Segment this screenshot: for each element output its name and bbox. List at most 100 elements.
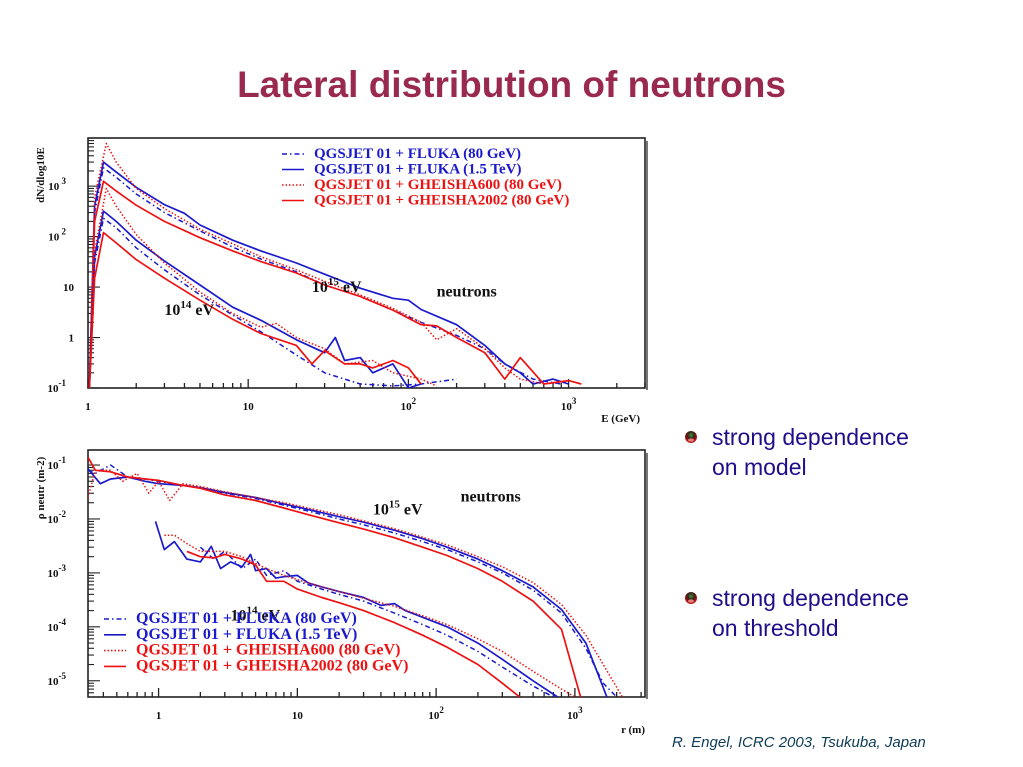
plot-annotation: 1014 eV [231, 605, 281, 625]
x-tick-label-base: 10 [567, 710, 579, 722]
x-tick-label: 1 [156, 710, 162, 722]
bullet-line: on threshold [712, 615, 839, 641]
legend-label: QGSJET 01 + GHEISHA2002 (80 GeV) [136, 657, 408, 674]
annotation-exp: 14 [247, 605, 259, 617]
bullet-text-threshold: strong dependence on threshold [712, 583, 982, 643]
series-line [88, 210, 422, 388]
annotation-text: 10 [312, 279, 328, 296]
x-tick-label: 1 [85, 401, 91, 413]
annotation-text: neutrons [461, 489, 521, 506]
y-tick-label-exp: -1 [59, 455, 67, 465]
y-tick-label-base: 10 [48, 232, 60, 244]
x-tick-label-base: 10 [401, 401, 413, 413]
x-tick-label-base: 10 [428, 710, 440, 722]
series-group [88, 142, 582, 388]
x-tick-label: 102 [428, 705, 444, 722]
bullet-ball-icon [684, 591, 698, 605]
plot-annotation: neutrons [437, 284, 497, 301]
plot-annotation: 1015 eV [373, 499, 423, 519]
y-tick-label: 10-5 [48, 671, 67, 688]
y-tick-label-exp: 2 [59, 227, 66, 237]
annotation-text: neutrons [437, 284, 497, 301]
series-line [88, 217, 457, 388]
y-tick-label: 10-2 [48, 509, 67, 526]
y-axis-label: dN/dlog10E [35, 147, 47, 203]
y-tick-label-base: 10 [48, 568, 60, 580]
x-tick-label-base: 10 [561, 401, 573, 413]
bullet-line: strong dependence [712, 585, 909, 611]
series-line [88, 167, 562, 388]
y-tick-label: 10 3 [48, 176, 66, 193]
x-tick-label: 10 [243, 401, 255, 413]
y-tick-label-exp: -5 [59, 671, 67, 681]
series-line [88, 187, 437, 388]
plot-frame [87, 137, 646, 389]
bullet-ball-icon [684, 430, 698, 444]
y-tick-label-exp: -2 [59, 509, 67, 519]
series-line [154, 521, 559, 697]
y-tick-label: 10-3 [48, 563, 67, 580]
y-tick-label: 10 [63, 282, 75, 294]
x-tick-label-exp: 2 [439, 705, 444, 715]
y-tick-label-exp: -4 [59, 617, 67, 627]
x-tick-label-base: 1 [156, 710, 162, 722]
x-tick-label: 10 [292, 710, 304, 722]
annotation-exp: 14 [180, 299, 192, 311]
legend-label: QGSJET 01 + FLUKA (80 GeV) [314, 146, 521, 162]
y-tick-label-exp: -1 [59, 378, 67, 388]
plot-annotation: 1015 eV [312, 276, 362, 296]
x-tick-label-exp: 3 [572, 396, 577, 406]
y-axis-label: ρ neutr (m-2) [35, 456, 47, 519]
x-tick-label-base: 10 [243, 401, 255, 413]
y-tick-label-exp: -3 [59, 563, 67, 573]
legend-label: QGSJET 01 + FLUKA (80 GeV) [136, 610, 357, 627]
annotation-text: 10 [231, 608, 247, 625]
y-tick-label-base: 10 [48, 676, 60, 688]
series-line [88, 180, 582, 388]
y-tick-label: 1 [69, 333, 75, 345]
legend-label: QGSJET 01 + FLUKA (1.5 TeV) [314, 162, 521, 178]
annotation-text: 10 [373, 502, 389, 519]
y-tick-label: 10-1 [48, 455, 67, 472]
series-line [88, 231, 422, 388]
footer-citation: R. Engel, ICRC 2003, Tsukuba, Japan [672, 734, 926, 751]
y-tick-label: 10-4 [48, 617, 67, 634]
annotation-exp: 15 [328, 276, 340, 288]
series-line [88, 456, 582, 697]
x-axis-label: r (m) [621, 724, 645, 736]
bullet-text-model: strong dependence on model [712, 422, 982, 482]
annotation-unit: eV [258, 608, 281, 625]
series-line [88, 161, 569, 388]
x-tick-label-base: 1 [85, 401, 91, 413]
y-tick-label-base: 10 [48, 181, 60, 193]
x-tick-label-exp: 2 [412, 396, 417, 406]
slide-title: Lateral distribution of neutrons [237, 64, 786, 105]
annotation-unit: eV [339, 279, 362, 296]
legend-label: QGSJET 01 + GHEISHA600 (80 GeV) [136, 642, 400, 659]
bullet-line: on model [712, 454, 807, 480]
series-line [186, 550, 521, 697]
bullet-line: strong dependence [712, 424, 909, 450]
y-tick-label-base: 1 [69, 333, 75, 345]
legend-label: QGSJET 01 + FLUKA (1.5 TeV) [136, 626, 357, 643]
y-tick-label-base: 10 [63, 282, 75, 294]
y-tick-label-base: 10 [48, 514, 60, 526]
y-tick-label-exp: 3 [59, 176, 66, 186]
annotation-exp: 15 [389, 499, 401, 511]
y-tick-label-base: 10 [48, 622, 60, 634]
annotation-unit: eV [191, 302, 214, 319]
x-tick-label: 102 [401, 396, 417, 413]
legend-label: QGSJET 01 + GHEISHA600 (80 GeV) [314, 177, 562, 193]
annotation-unit: eV [400, 502, 423, 519]
plot-annotation: 1014 eV [164, 299, 214, 319]
x-axis-label: E (GeV) [601, 413, 640, 425]
x-tick-label-exp: 3 [578, 705, 583, 715]
y-tick-label-base: 10 [48, 383, 60, 395]
series-line [88, 142, 544, 388]
y-tick-label-base: 10 [48, 460, 60, 472]
legend-label: QGSJET 01 + GHEISHA2002 (80 GeV) [314, 193, 569, 209]
x-tick-label-base: 10 [292, 710, 304, 722]
